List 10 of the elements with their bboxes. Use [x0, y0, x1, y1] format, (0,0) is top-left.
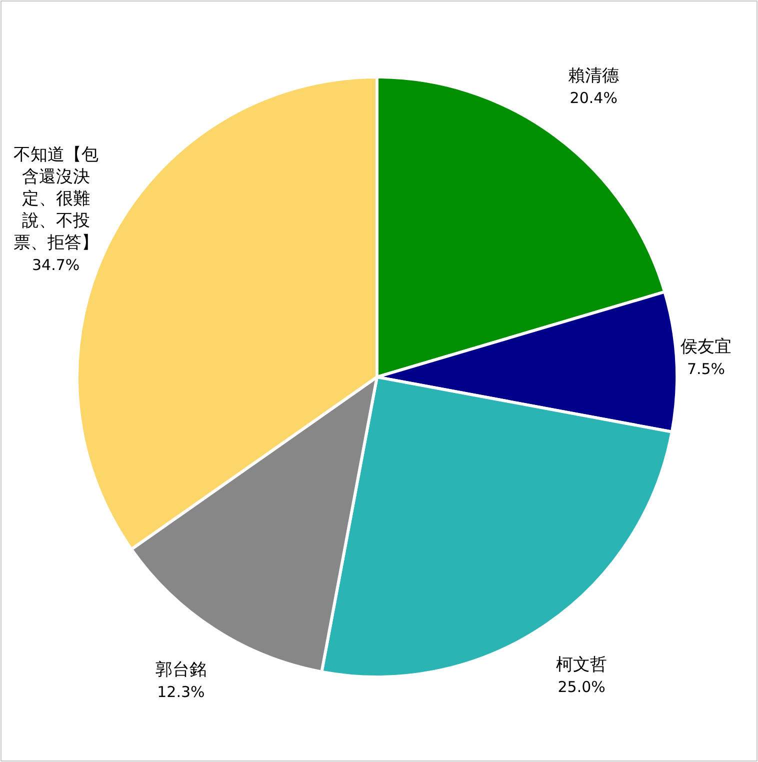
data-label: 12.3% [156, 682, 206, 704]
data-label: 25.0% [556, 676, 606, 698]
slice-label: 郭台銘 [154, 659, 208, 682]
data-label: 34.7% [31, 254, 81, 276]
slice-label: 侯友宜 [680, 336, 732, 358]
data-label: 7.5% [686, 359, 726, 380]
data-label: 20.4% [568, 88, 618, 109]
slice-label: 賴清德 [567, 64, 620, 87]
slice-label: 不知道【包含還沒決定、很難說、不投票、拒答】 [12, 144, 100, 254]
slice-label: 柯文哲 [555, 654, 608, 676]
